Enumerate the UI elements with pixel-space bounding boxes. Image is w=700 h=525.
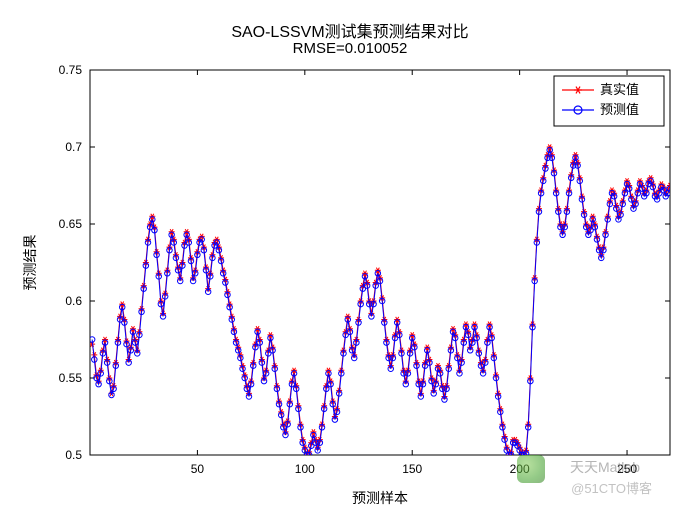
svg-text:0.7: 0.7 [65,140,82,154]
svg-text:100: 100 [295,462,315,476]
svg-text:250: 250 [617,462,637,476]
chart-container: SAO-LSSVM测试集预测结果对比 RMSE=0.010052 50 100 15… [0,0,700,525]
svg-text:200: 200 [510,462,530,476]
chart-svg: 50 100 150 200 250 0.5 0.55 0.6 0.65 0.7 0.75 预测样本 预… [0,0,700,525]
chart-subtitle: RMSE=0.010052 [0,40,700,57]
svg-text:预测结果: 预测结果 [22,235,38,291]
svg-text:预测值: 预测值 [600,102,639,117]
svg-text:0.75: 0.75 [59,63,83,77]
svg-text:预测样本: 预测样本 [352,490,408,506]
chart-title: SAO-LSSVM测试集预测结果对比 [0,18,700,42]
svg-text:0.65: 0.65 [59,217,83,231]
svg-text:150: 150 [402,462,422,476]
svg-text:真实值: 真实值 [600,82,639,97]
svg-text:0.6: 0.6 [65,294,82,308]
svg-text:0.5: 0.5 [65,448,82,462]
svg-text:50: 50 [191,462,205,476]
svg-text:0.55: 0.55 [59,371,83,385]
